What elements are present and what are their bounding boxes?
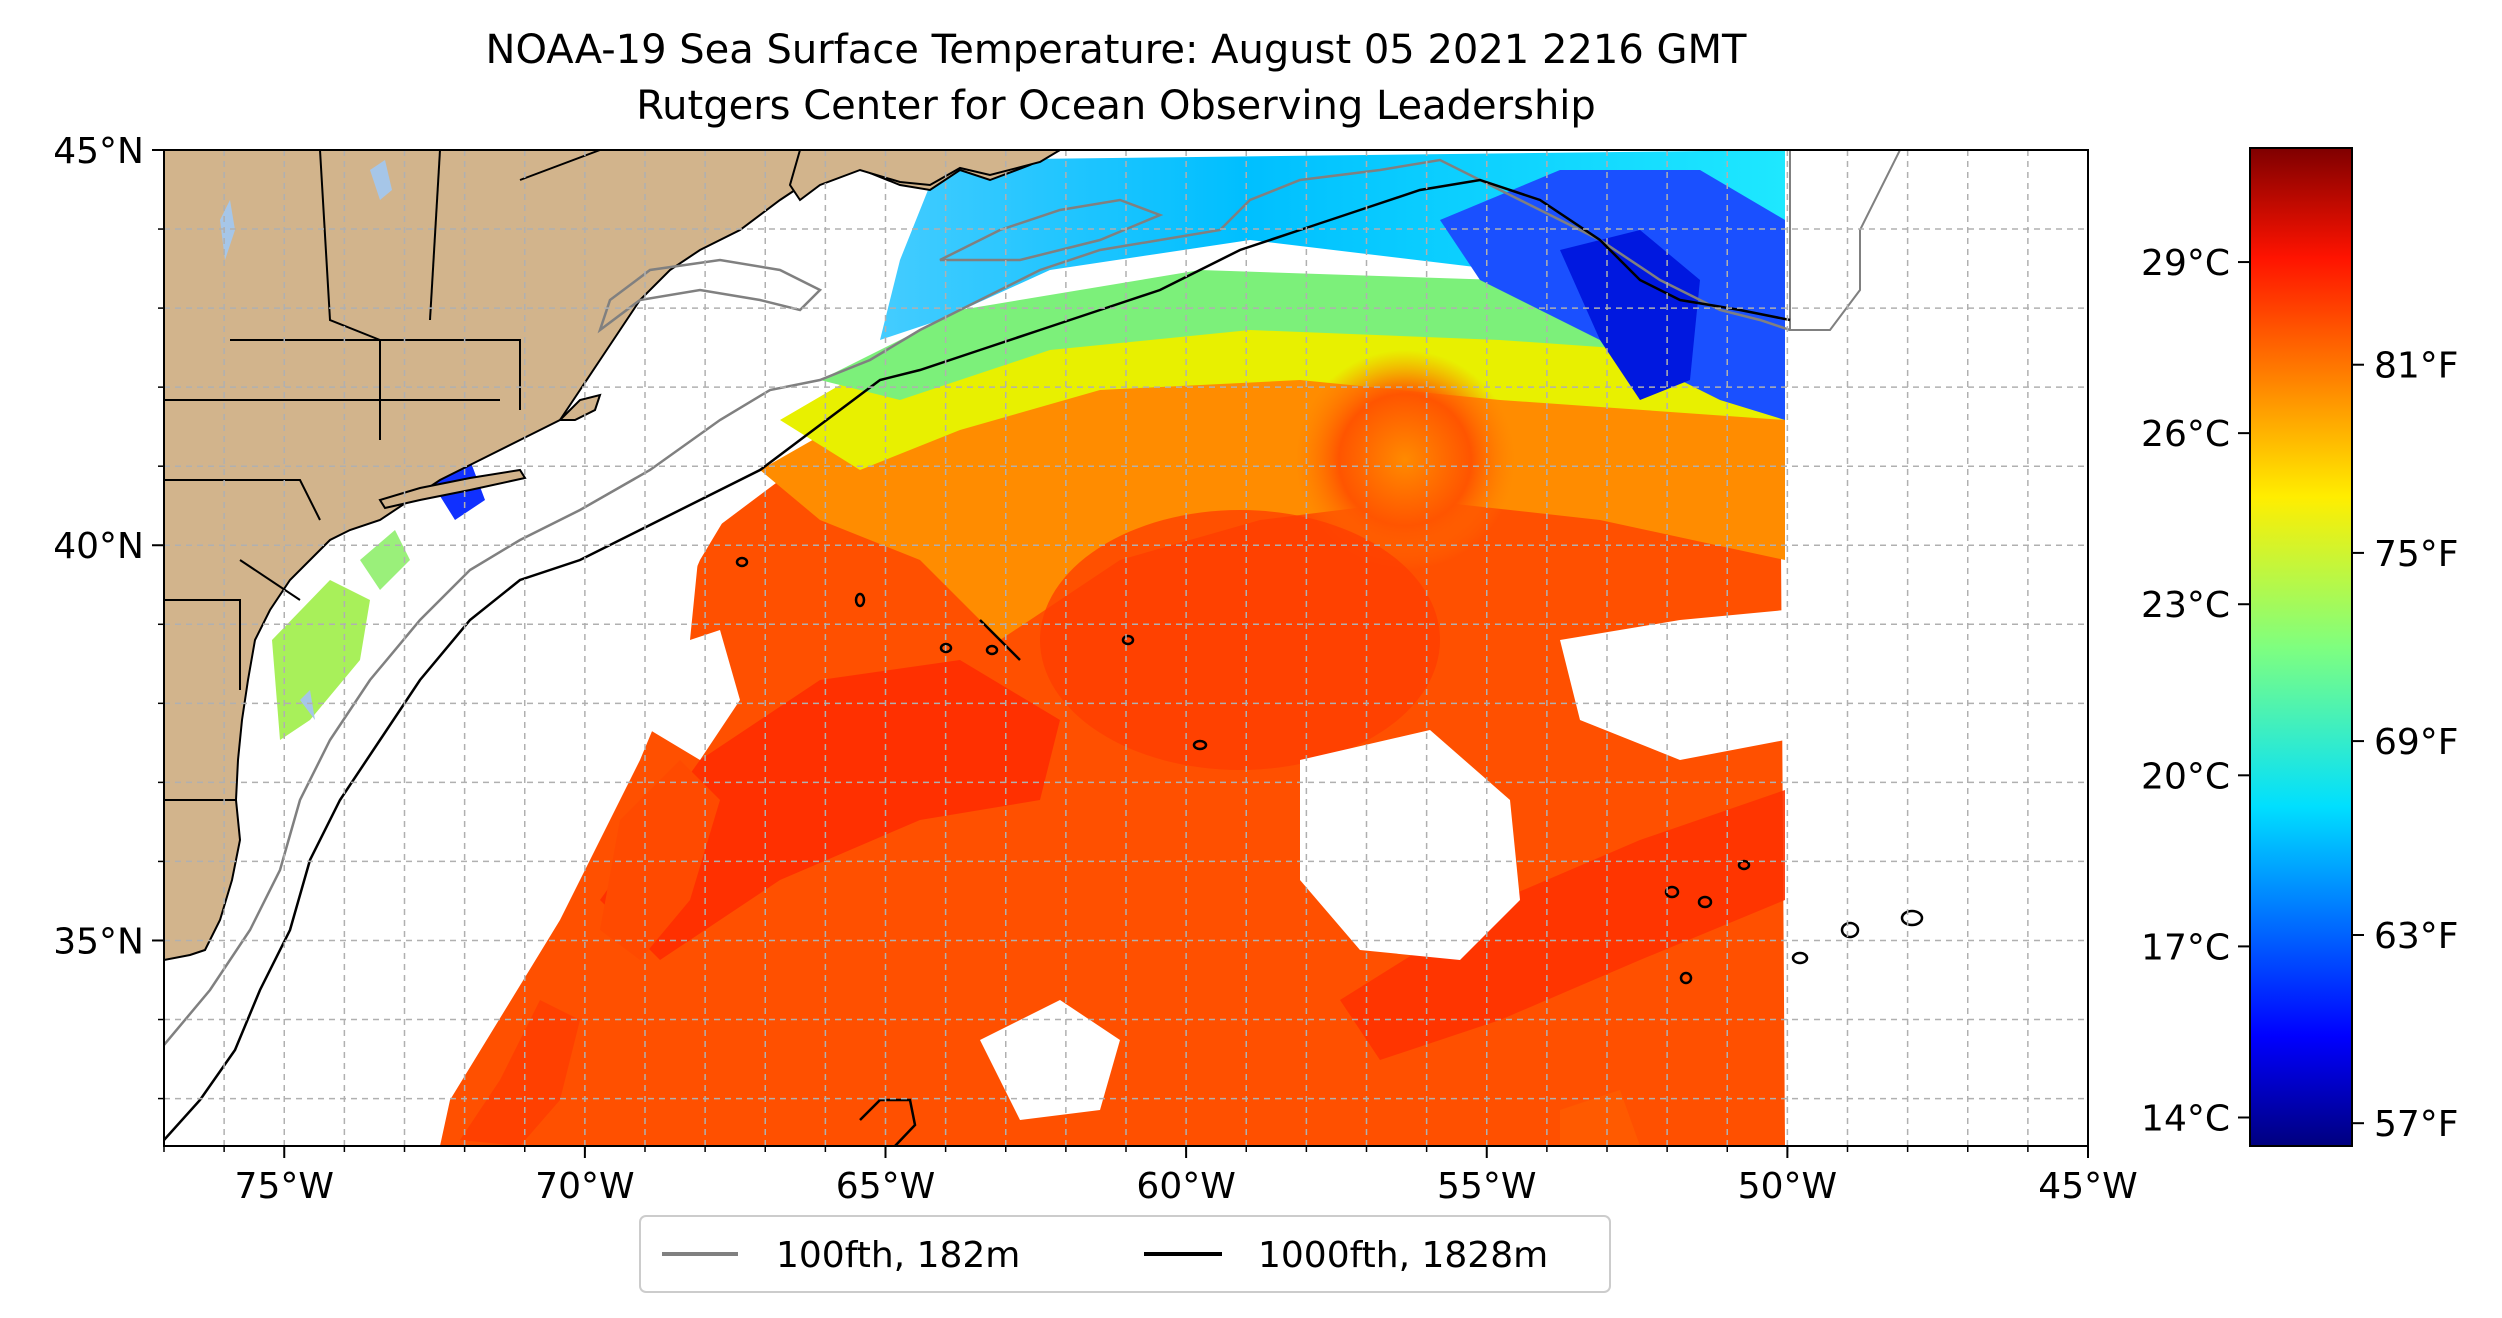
colorbar-gradient [2249,147,2353,1147]
lon-tick-label: 45°W [2038,1166,2137,1207]
colorbar-fahrenheit-label: 57°F [2374,1104,2459,1145]
lat-tick-label: 40°N [53,526,144,567]
colorbar: 14°C 17°C 20°C 23°C 26°C 29°C 57°F 63°F 69°F 75°… [2141,147,2459,1147]
map-subtitle: Rutgers Center for Ocean Observing Leade… [636,83,1596,129]
map-title: NOAA-19 Sea Surface Temperature: August … [486,27,1747,73]
lon-tick-label: 75°W [235,1166,334,1207]
sst-field [166,150,2088,1146]
lon-tick-label: 70°W [535,1166,634,1207]
colorbar-celsius-ticks: 14°C 17°C 20°C 23°C 26°C 29°C [2141,243,2250,1139]
map-panel [164,150,2088,1146]
lat-tick-label: 45°N [53,131,144,172]
lon-tick-label: 65°W [836,1166,935,1207]
colorbar-fahrenheit-ticks: 57°F 63°F 69°F 75°F 81°F [2352,346,2459,1145]
lon-tick-label: 60°W [1136,1166,1235,1207]
colorbar-fahrenheit-label: 75°F [2374,534,2459,575]
colorbar-celsius-label: 20°C [2141,756,2230,797]
lat-tick-labels: 35°N 40°N 45°N [53,131,164,1100]
colorbar-fahrenheit-label: 81°F [2374,346,2459,387]
colorbar-celsius-label: 23°C [2141,585,2230,626]
colorbar-fahrenheit-label: 69°F [2374,722,2459,763]
lon-tick-label: 55°W [1437,1166,1536,1207]
legend-label-1000fth: 1000fth, 1828m [1258,1235,1548,1276]
lon-tick-labels: 75°W 70°W 65°W 60°W 55°W 50°W 45°W [163,1146,2138,1207]
legend-label-100fth: 100fth, 182m [776,1235,1020,1276]
colorbar-celsius-label: 14°C [2141,1098,2230,1139]
legend: 100fth, 182m 1000fth, 1828m [639,1215,1611,1293]
colorbar-celsius-label: 17°C [2141,927,2230,968]
colorbar-fahrenheit-label: 63°F [2374,916,2459,957]
lon-tick-label: 50°W [1738,1166,1837,1207]
colorbar-celsius-label: 26°C [2141,414,2230,455]
lat-tick-label: 35°N [53,921,144,962]
lat-lon-grid [164,150,2088,1146]
legend-box [639,1215,1611,1293]
bathy-100fth [164,158,1791,1046]
bathy-1000fth [164,178,1924,1146]
colorbar-celsius-label: 29°C [2141,243,2230,284]
